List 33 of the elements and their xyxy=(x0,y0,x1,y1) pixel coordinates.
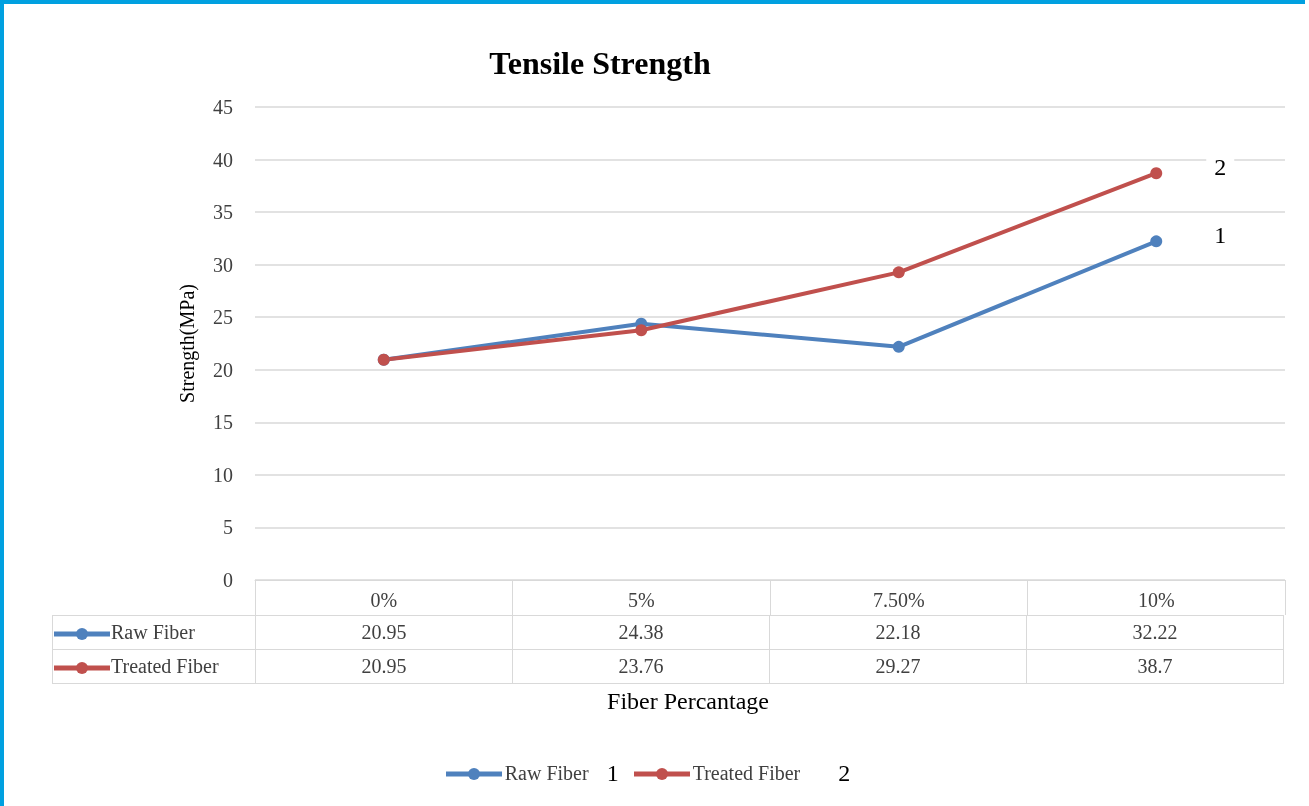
data-label: 32.22 xyxy=(1026,615,1284,650)
y-tick-label: 45 xyxy=(213,96,233,118)
data-label: 20.95 xyxy=(255,615,513,650)
annotation: 1 xyxy=(1214,222,1227,249)
data-label: 38.7 xyxy=(1026,649,1284,684)
y-tick-label: 30 xyxy=(213,253,233,276)
legend-label: Treated Fiber xyxy=(52,649,256,684)
x-tick-label: 10% xyxy=(1137,589,1175,611)
y-tick-label: 5 xyxy=(223,516,233,539)
data-label: 24.38 xyxy=(512,615,770,650)
data-label: 22.18 xyxy=(769,615,1027,650)
y-tick-label: 15 xyxy=(213,411,233,434)
annotation: 2 xyxy=(1214,154,1227,181)
x-tick-label: 0% xyxy=(370,589,398,611)
y-tick-label: 35 xyxy=(213,201,233,224)
y-tick-label: 0 xyxy=(223,569,233,591)
x-axis-title: Fiber Percantage xyxy=(606,688,770,715)
text: 1 xyxy=(606,760,619,787)
text: Raw Fiber xyxy=(504,762,589,784)
x-tick-label: 7.50% xyxy=(872,589,925,611)
y-tick-label: 40 xyxy=(213,148,233,171)
y-axis-title: Strength(MPa) xyxy=(176,284,199,403)
data-label: 23.76 xyxy=(512,649,770,684)
chart-title: Tensile Strength xyxy=(489,45,711,81)
legend-label: Raw Fiber xyxy=(52,615,256,650)
data-label: 29.27 xyxy=(769,649,1027,684)
y-tick-label: 25 xyxy=(213,306,233,329)
text: Treated Fiber xyxy=(692,762,801,784)
data-label: 20.95 xyxy=(255,649,513,684)
y-tick-label: 20 xyxy=(213,358,233,381)
x-tick-label: 5% xyxy=(627,589,655,611)
y-tick-label: 10 xyxy=(213,463,233,486)
text: 2 xyxy=(838,760,851,787)
